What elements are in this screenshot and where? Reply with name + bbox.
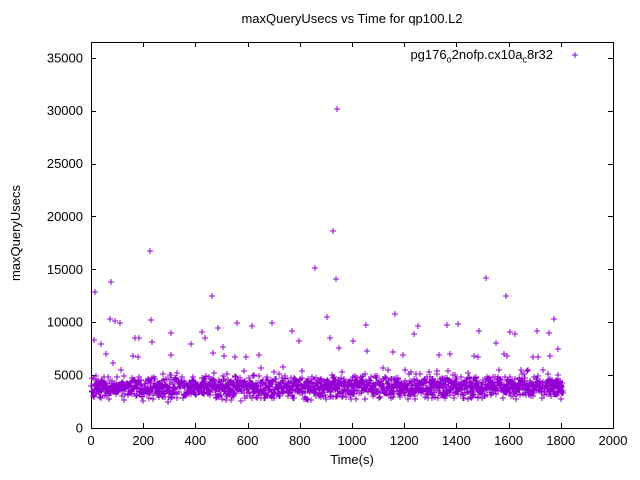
svg-text:15000: 15000 (47, 262, 83, 277)
legend-label-text: 2nofp.cx10a (451, 47, 523, 62)
svg-text:1400: 1400 (442, 433, 471, 448)
legend-marker-plus (572, 52, 578, 58)
svg-text:800: 800 (289, 433, 311, 448)
x-tick-labels: 0 200 400 600 800 1000 1200 1400 1600 1800 2000 (87, 433, 627, 448)
svg-text:200: 200 (132, 433, 154, 448)
svg-text:600: 600 (237, 433, 259, 448)
x-axis-label: Time(s) (330, 452, 374, 467)
svg-text:1200: 1200 (390, 433, 419, 448)
svg-text:400: 400 (185, 433, 207, 448)
svg-text:1800: 1800 (546, 433, 575, 448)
y-tick-labels: 0 5000 10000 15000 20000 25000 30000 35000 (47, 50, 83, 435)
svg-text:35000: 35000 (47, 50, 83, 65)
svg-text:0: 0 (87, 433, 94, 448)
legend-label: pg176o2nofp.cx10ac8r32 (410, 47, 553, 65)
svg-text:0: 0 (76, 421, 83, 436)
svg-text:10000: 10000 (47, 315, 83, 330)
svg-text:30000: 30000 (47, 103, 83, 118)
legend-label-text: pg176 (410, 47, 447, 62)
legend-label-text: 8r32 (526, 47, 553, 62)
svg-text:2000: 2000 (599, 433, 628, 448)
chart-title: maxQueryUsecs vs Time for qp100.L2 (241, 11, 463, 26)
svg-text:5000: 5000 (54, 368, 83, 383)
svg-text:20000: 20000 (47, 209, 83, 224)
axis-ticks (91, 42, 614, 429)
svg-text:25000: 25000 (47, 156, 83, 171)
svg-text:1600: 1600 (494, 433, 523, 448)
legend-label-subscript: o (446, 54, 452, 65)
legend-label-subscript: c (522, 54, 527, 65)
scatter-points (88, 106, 566, 405)
plot-border (91, 42, 614, 429)
svg-text:1000: 1000 (338, 433, 367, 448)
